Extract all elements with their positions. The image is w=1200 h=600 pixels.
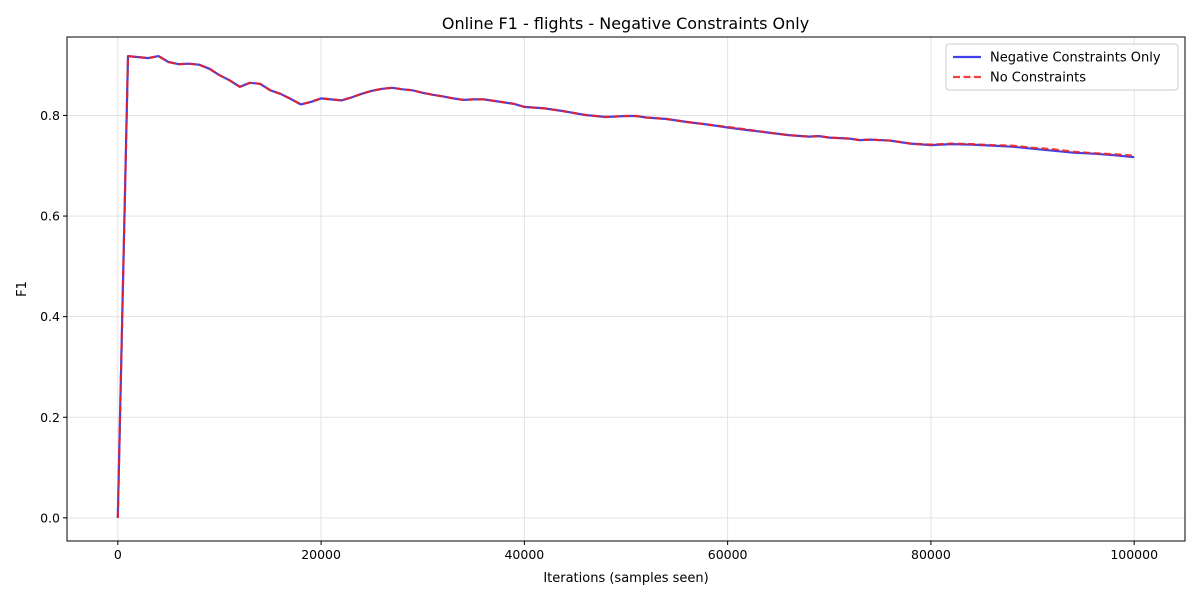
x-tick-label: 0 [114,547,122,562]
series-layer [116,54,1135,518]
y-tick-label: 0.0 [40,510,60,525]
x-tick-label: 40000 [504,547,544,562]
x-tick-label: 80000 [911,547,951,562]
x-tick-label: 100000 [1110,547,1158,562]
ticks: 0 20000 40000 60000 80000 100000 0.0 0.2 0.4 0.6 0… [40,108,1158,562]
series-line-no-constraints [116,54,1135,518]
x-tick-label: 20000 [301,547,341,562]
legend: Negative Constraints Only No Constraints [945,43,1179,91]
y-tick-label: 0.6 [40,209,60,224]
x-tick-label: 60000 [708,547,748,562]
y-tick-label: 0.4 [40,309,60,324]
x-axis-label: Iterations (samples seen) [543,571,708,586]
chart-title: Online F1 - flights - Negative Constrain… [442,14,809,33]
legend-label: Negative Constraints Only [990,51,1161,66]
plot-frame [66,36,1186,542]
legend-box [945,43,1179,91]
y-axis-label: F1 [15,281,30,297]
y-tick-label: 0.2 [40,410,60,425]
y-tick-label: 0.8 [40,108,60,123]
legend-label: No Constraints [990,71,1086,86]
